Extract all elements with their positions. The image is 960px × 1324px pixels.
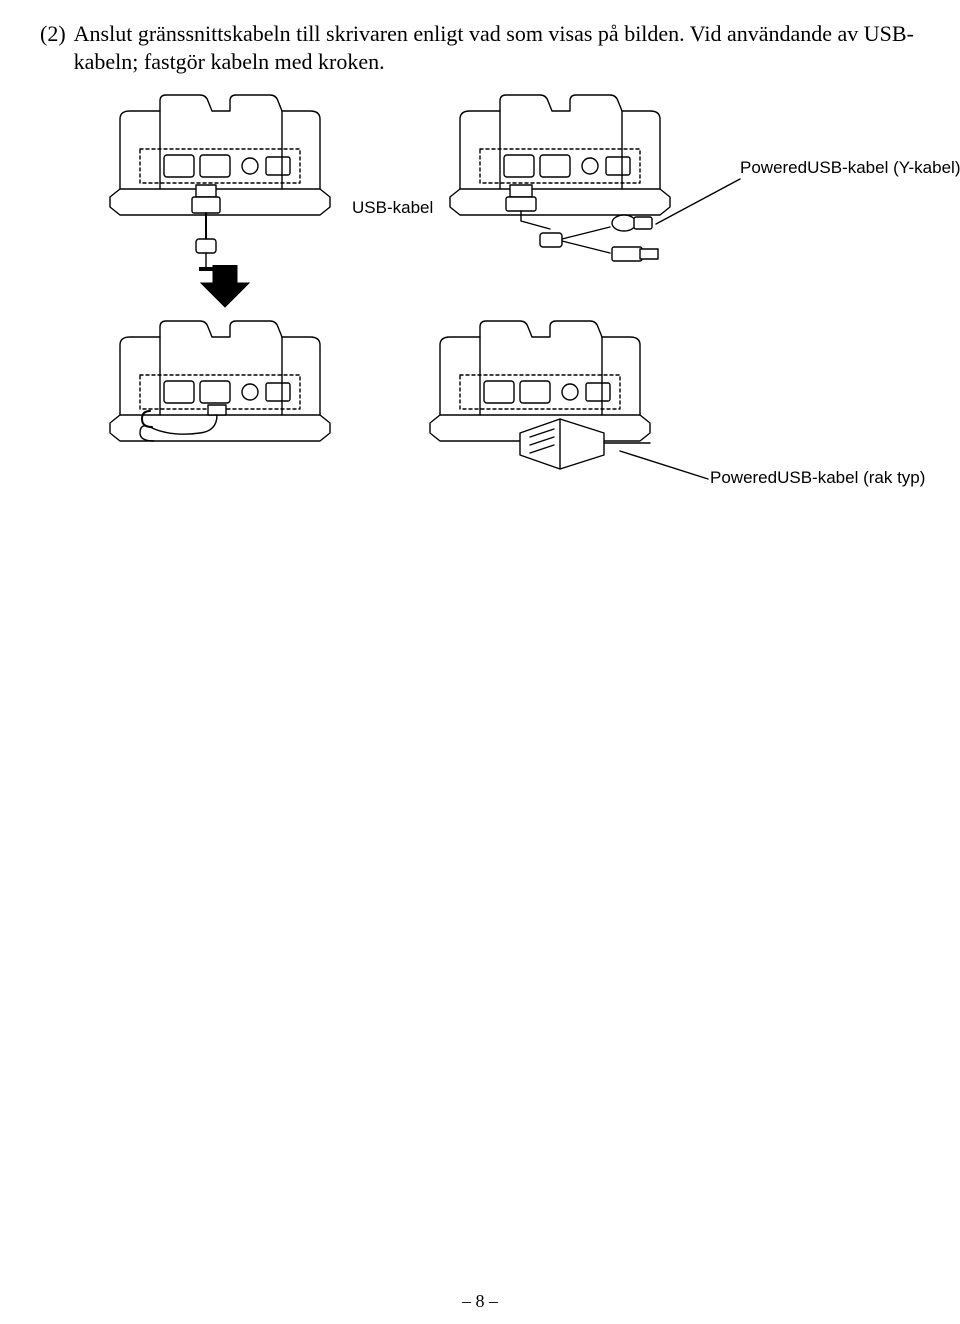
page-number: – 8 –: [0, 1291, 960, 1312]
manual-page: (2) Anslut gränssnittskabeln till skriva…: [0, 0, 960, 1324]
instruction-step: (2) Anslut gränssnittskabeln till skriva…: [40, 20, 920, 75]
figure-area: USB-kabel: [100, 89, 940, 509]
figure-usb-step2-icon: [100, 315, 350, 495]
label-usb-kabel: USB-kabel: [352, 199, 433, 218]
figure-usb-step1-icon: [100, 89, 350, 289]
label-poweredusb-straight: PoweredUSB-kabel (rak typ): [710, 469, 960, 488]
instruction-text: Anslut gränssnittskabeln till skrivaren …: [74, 20, 920, 75]
instruction-number: (2): [40, 20, 74, 48]
figure-poweredusb-straight-icon: [420, 315, 740, 515]
label-poweredusb-y: PoweredUSB-kabel (Y-kabel): [740, 159, 960, 178]
figure-poweredusb-y-icon: [440, 89, 770, 289]
